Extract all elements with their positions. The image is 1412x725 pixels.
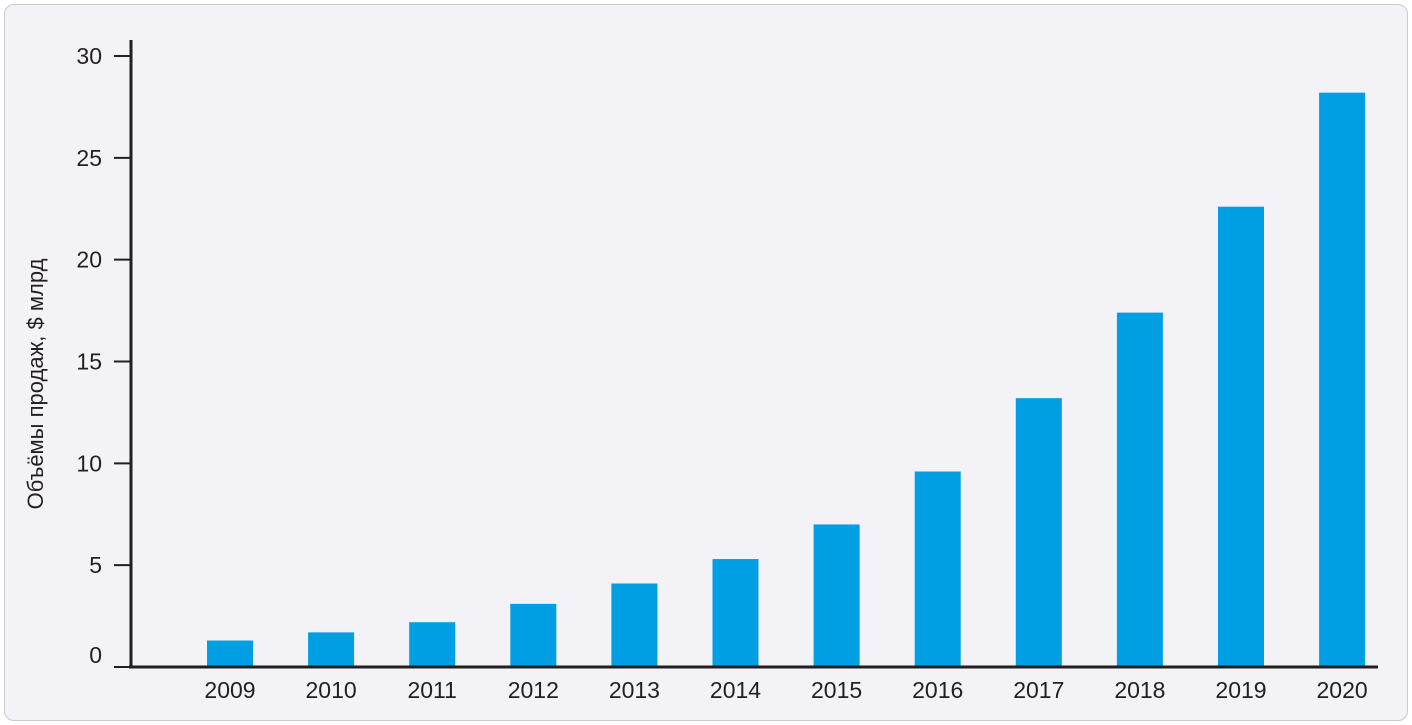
x-category-label: 2009 <box>204 677 255 703</box>
bar-2020 <box>1319 92 1366 667</box>
y-tick-label: 25 <box>76 145 102 171</box>
y-ticks-group: 0 5 10 15 20 25 30 <box>76 43 131 668</box>
bar-2016 <box>914 471 961 667</box>
bar-2011 <box>409 622 456 667</box>
y-tick-label: 5 <box>89 552 102 578</box>
bar-2018 <box>1116 312 1163 667</box>
bar-2012 <box>510 603 557 667</box>
x-category-label: 2015 <box>811 677 862 703</box>
bar-2015 <box>813 524 860 667</box>
y-tick-label: 0 <box>89 642 102 668</box>
bar-2019 <box>1218 206 1264 668</box>
chart-panel <box>4 4 1408 721</box>
x-category-label: 2010 <box>306 677 357 703</box>
bar-2013 <box>611 583 658 667</box>
bar-2017 <box>1015 398 1062 667</box>
x-labels-group: 2009 2010 2011 2012 2013 2014 2015 2016 2017 2018… <box>204 677 1367 703</box>
x-category-label: 2016 <box>912 677 963 703</box>
y-tick-label: 20 <box>76 247 102 273</box>
bar-2009 <box>207 640 253 667</box>
y-tick-label: 15 <box>76 349 102 375</box>
x-category-label: 2020 <box>1317 677 1368 703</box>
x-category-label: 2014 <box>710 677 761 703</box>
x-category-label: 2011 <box>407 677 456 703</box>
x-category-label: 2018 <box>1114 677 1165 703</box>
y-tick-label: 30 <box>76 43 102 69</box>
x-category-label: 2012 <box>508 677 559 703</box>
x-category-label: 2013 <box>609 677 660 703</box>
x-category-label: 2019 <box>1215 677 1266 703</box>
bar-2014 <box>712 559 759 667</box>
bars-group <box>207 92 1366 668</box>
x-category-label: 2017 <box>1013 677 1064 703</box>
bar-2010 <box>308 632 355 667</box>
y-tick-label: 10 <box>76 450 102 476</box>
y-axis-title: Объёмы продаж, $ млрд <box>23 258 48 509</box>
